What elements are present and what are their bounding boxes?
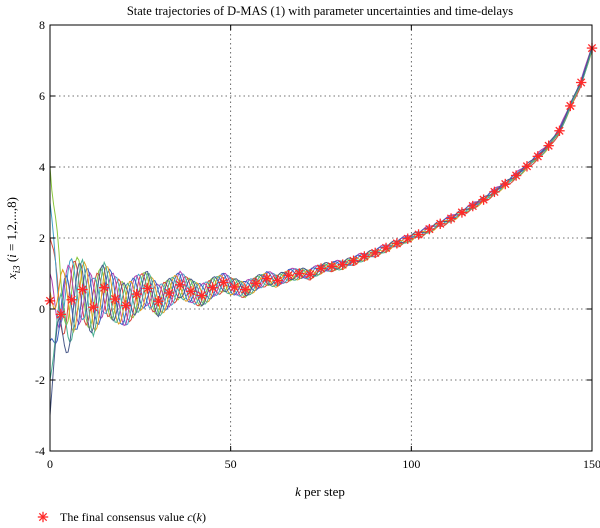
x-tick-label: 150 xyxy=(583,457,600,471)
consensus-point xyxy=(565,100,576,112)
consensus-point xyxy=(521,161,533,172)
consensus-point xyxy=(304,269,316,280)
consensus-point xyxy=(456,207,468,218)
consensus-point xyxy=(185,286,197,297)
y-tick-label: 6 xyxy=(39,89,45,103)
x-tick-label: 100 xyxy=(402,457,420,471)
consensus-point xyxy=(229,281,240,293)
legend-asterisk-marker xyxy=(37,511,49,523)
consensus-point xyxy=(424,223,435,235)
consensus-point xyxy=(109,293,121,305)
consensus-point xyxy=(239,284,251,295)
consensus-point xyxy=(131,288,142,300)
consensus-point xyxy=(370,247,381,259)
agent-trajectory-6 xyxy=(49,50,593,334)
consensus-point xyxy=(337,259,348,270)
y-tick-label: -2 xyxy=(35,373,45,387)
grid xyxy=(50,25,592,451)
agent-trajectories xyxy=(49,45,593,416)
consensus-point xyxy=(55,309,67,320)
y-tick-label: 0 xyxy=(39,302,45,316)
consensus-point xyxy=(174,279,186,291)
consensus-point xyxy=(326,261,338,272)
consensus-point xyxy=(391,238,403,249)
consensus-point xyxy=(283,270,294,281)
consensus-point xyxy=(348,255,359,266)
consensus-point xyxy=(510,170,522,181)
chart-title: State trajectories of D-MAS (1) with par… xyxy=(127,4,513,18)
x-tick-label: 0 xyxy=(47,457,53,471)
x-tick-label: 50 xyxy=(225,457,237,471)
consensus-point xyxy=(99,282,110,293)
axis-ticks: 0 50 100 150 -4 -2 0 2 4 6 8 xyxy=(35,18,600,471)
consensus-point xyxy=(402,233,413,244)
consensus-series xyxy=(44,42,598,320)
consensus-point xyxy=(142,283,153,294)
agent-trajectory-5 xyxy=(49,48,593,345)
agent-trajectory-1 xyxy=(49,47,593,329)
consensus-point xyxy=(153,295,164,307)
y-axis-label: xi3 (i = 1,2,...,8) xyxy=(4,197,23,280)
consensus-point xyxy=(380,242,392,254)
consensus-point xyxy=(413,229,424,240)
consensus-point xyxy=(543,140,554,151)
consensus-point xyxy=(478,194,489,205)
consensus-point xyxy=(250,278,262,289)
consensus-point xyxy=(294,268,305,279)
consensus-point xyxy=(500,178,511,190)
consensus-point xyxy=(77,284,88,295)
y-tick-label: -4 xyxy=(35,444,45,458)
agent-trajectory-3 xyxy=(49,47,593,326)
consensus-point xyxy=(467,200,478,212)
consensus-point xyxy=(315,263,327,274)
agent-trajectory-7 xyxy=(49,49,593,381)
consensus-point xyxy=(120,300,132,311)
legend-asterisk xyxy=(37,511,49,523)
y-tick-label: 2 xyxy=(39,231,45,245)
consensus-point xyxy=(272,275,283,286)
consensus-point xyxy=(66,294,77,305)
consensus-point xyxy=(261,273,272,284)
consensus-point xyxy=(359,251,370,262)
x-axis-label: k per step xyxy=(295,484,345,499)
consensus-point xyxy=(218,277,229,288)
consensus-point xyxy=(445,213,457,224)
consensus-point xyxy=(532,151,543,162)
agent-trajectory-4 xyxy=(49,46,593,330)
consensus-point xyxy=(489,186,500,198)
consensus-point xyxy=(88,302,99,313)
consensus-point xyxy=(554,125,565,136)
agent-trajectory-8 xyxy=(49,45,593,416)
consensus-point xyxy=(207,282,218,293)
consensus-point xyxy=(196,290,207,301)
y-tick-label: 4 xyxy=(39,160,45,174)
consensus-point xyxy=(164,287,175,299)
legend-text: The final consensus value c(k) xyxy=(60,510,206,524)
consensus-point xyxy=(435,218,446,229)
y-tick-label: 8 xyxy=(39,18,45,32)
consensus-point xyxy=(575,77,587,88)
legend: The final consensus value c(k) xyxy=(37,510,206,524)
